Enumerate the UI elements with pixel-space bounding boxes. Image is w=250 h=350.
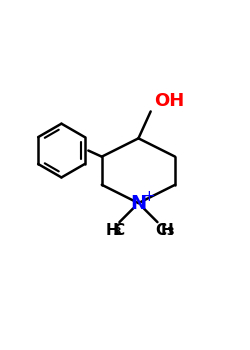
Text: 3: 3	[113, 226, 121, 237]
Text: H: H	[161, 223, 174, 238]
Text: N: N	[130, 194, 146, 212]
Text: C: C	[155, 223, 166, 238]
Text: C: C	[113, 223, 124, 238]
Text: 3: 3	[167, 226, 174, 237]
Text: OH: OH	[154, 92, 184, 110]
Text: +: +	[142, 189, 155, 204]
Text: H: H	[106, 223, 118, 238]
